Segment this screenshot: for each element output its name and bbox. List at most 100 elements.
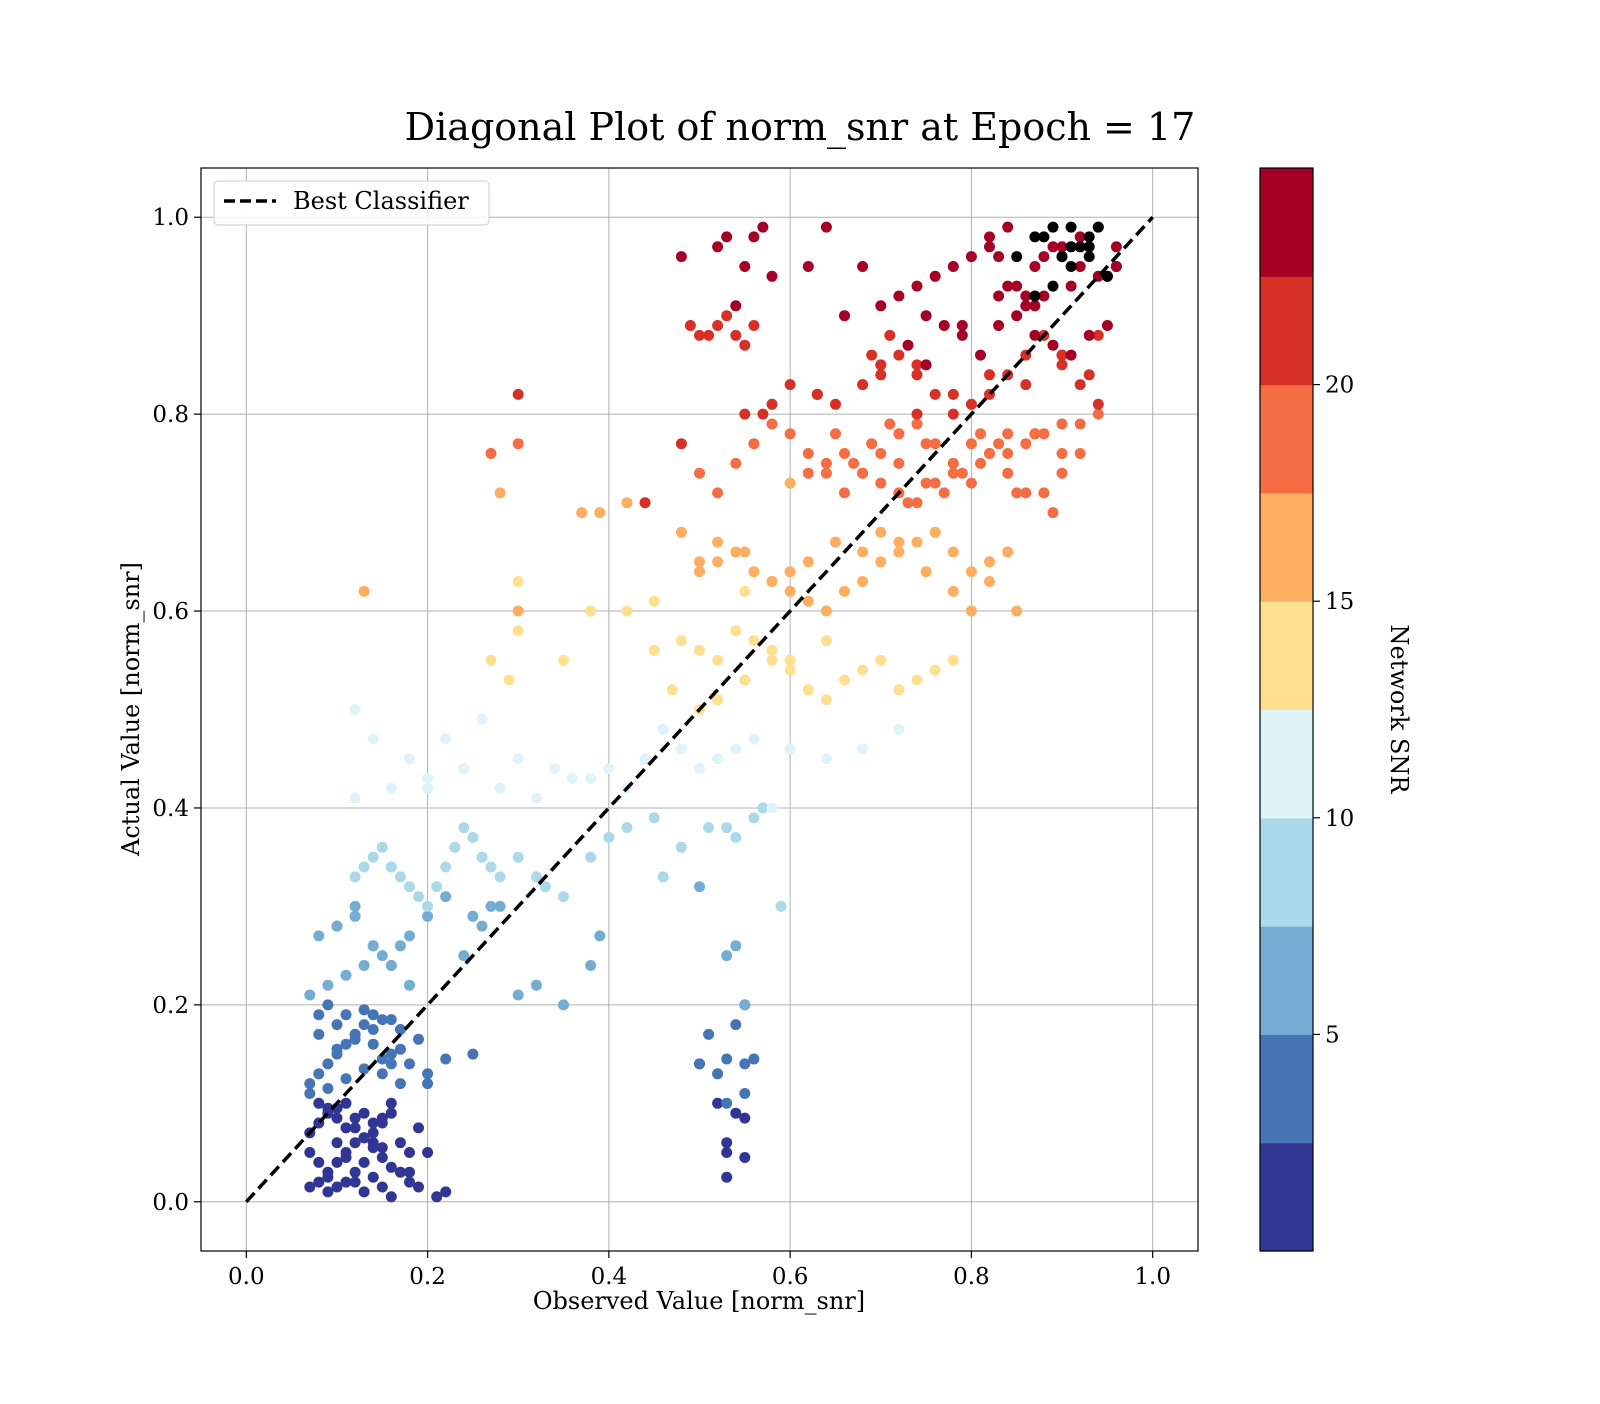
scatter-point bbox=[947, 388, 959, 400]
scatter-point bbox=[694, 881, 705, 893]
scatter-point bbox=[1065, 280, 1077, 292]
scatter-point bbox=[1002, 280, 1014, 292]
chart-title: Diagonal Plot of norm_snr at Epoch = 17 bbox=[405, 105, 1196, 150]
scatter-point bbox=[748, 812, 760, 824]
scatter-point bbox=[422, 782, 434, 794]
scatter-point bbox=[984, 576, 995, 587]
scatter-point bbox=[721, 950, 733, 962]
scatter-point bbox=[1038, 290, 1050, 302]
scatter-point bbox=[993, 251, 1005, 263]
scatter-point bbox=[404, 881, 415, 893]
scatter-point bbox=[1083, 231, 1095, 243]
scatter-point bbox=[703, 1028, 715, 1040]
scatter-point bbox=[1002, 221, 1014, 233]
scatter-point bbox=[721, 231, 733, 243]
scatter-point bbox=[639, 497, 651, 509]
scatter-point bbox=[322, 1083, 334, 1094]
scatter-point bbox=[549, 763, 560, 775]
scatter-point bbox=[1101, 270, 1113, 282]
y-tick-label: 1.0 bbox=[152, 205, 189, 231]
scatter-point bbox=[385, 1058, 397, 1070]
scatter-point bbox=[485, 900, 497, 912]
scatter-point bbox=[1011, 310, 1023, 322]
scatter-point bbox=[1092, 398, 1104, 410]
scatter-point bbox=[1020, 300, 1032, 312]
scatter-point bbox=[331, 1043, 343, 1055]
scatter-point bbox=[358, 861, 370, 873]
scatter-point bbox=[322, 999, 334, 1011]
scatter-point bbox=[349, 1137, 361, 1149]
scatter-point bbox=[304, 1181, 316, 1193]
scatter-point bbox=[385, 1048, 397, 1060]
scatter-point bbox=[422, 1068, 434, 1080]
scatter-point bbox=[385, 1107, 397, 1119]
scatter-point bbox=[358, 1019, 370, 1031]
scatter-point bbox=[748, 438, 760, 450]
scatter-point bbox=[739, 339, 751, 351]
scatter-point bbox=[404, 1147, 415, 1158]
scatter-point bbox=[730, 940, 742, 952]
scatter-point bbox=[585, 851, 597, 863]
scatter-point bbox=[956, 320, 968, 331]
scatter-point bbox=[657, 723, 669, 735]
scatter-point bbox=[558, 654, 569, 666]
scatter-point bbox=[675, 635, 687, 647]
scatter-point bbox=[376, 950, 388, 962]
scatter-point bbox=[603, 832, 615, 843]
scatter-point bbox=[376, 1053, 388, 1065]
scatter-point bbox=[703, 329, 715, 341]
scatter-point bbox=[313, 930, 325, 942]
scatter-point bbox=[313, 1097, 325, 1109]
scatter-point bbox=[385, 782, 397, 794]
scatter-point bbox=[467, 910, 479, 922]
scatter-point bbox=[440, 733, 452, 745]
scatter-point bbox=[721, 1097, 733, 1109]
scatter-point bbox=[512, 625, 524, 637]
scatter-point bbox=[820, 605, 832, 617]
scatter-point bbox=[1020, 379, 1032, 391]
scatter-point bbox=[1020, 438, 1032, 450]
scatter-point bbox=[1020, 487, 1032, 499]
scatter-point bbox=[875, 526, 887, 538]
scatter-point bbox=[404, 979, 415, 991]
x-tick-label: 0.0 bbox=[228, 1264, 265, 1290]
scatter-point bbox=[385, 1161, 397, 1173]
scatter-point bbox=[730, 743, 742, 755]
scatter-point bbox=[721, 1137, 733, 1149]
y-tick-label: 0.2 bbox=[152, 993, 189, 1019]
scatter-point bbox=[893, 723, 905, 735]
scatter-point bbox=[820, 635, 832, 647]
scatter-point bbox=[331, 1156, 343, 1168]
scatter-point bbox=[476, 851, 488, 863]
scatter-point bbox=[349, 1176, 361, 1188]
scatter-point bbox=[1056, 467, 1068, 479]
scatter-point bbox=[349, 1122, 361, 1134]
scatter-point bbox=[848, 457, 860, 469]
scatter-point bbox=[648, 812, 660, 824]
scatter-point bbox=[766, 644, 778, 656]
scatter-point bbox=[394, 1137, 406, 1149]
scatter-point bbox=[621, 605, 633, 617]
y-tick-label: 0.8 bbox=[152, 402, 189, 428]
scatter-point bbox=[748, 733, 760, 745]
y-tick-label: 0.6 bbox=[152, 599, 189, 625]
scatter-point bbox=[367, 1024, 379, 1035]
scatter-point bbox=[694, 644, 705, 656]
scatter-point bbox=[802, 467, 814, 479]
colorbar-label: Network SNR bbox=[1385, 625, 1413, 795]
colorbar-segment bbox=[1260, 1034, 1313, 1144]
scatter-point bbox=[358, 1186, 370, 1198]
scatter-point bbox=[820, 694, 832, 706]
scatter-point bbox=[1002, 428, 1014, 440]
scatter-point bbox=[440, 861, 452, 873]
scatter-point bbox=[1065, 349, 1077, 361]
scatter-point bbox=[739, 585, 751, 597]
scatter-point bbox=[358, 1004, 370, 1016]
scatter-point bbox=[376, 1112, 388, 1124]
scatter-point bbox=[322, 1102, 334, 1114]
scatter-point bbox=[394, 1043, 406, 1055]
scatter-point bbox=[358, 1132, 370, 1144]
scatter-point bbox=[947, 546, 959, 558]
grid-lines bbox=[201, 168, 1198, 1251]
